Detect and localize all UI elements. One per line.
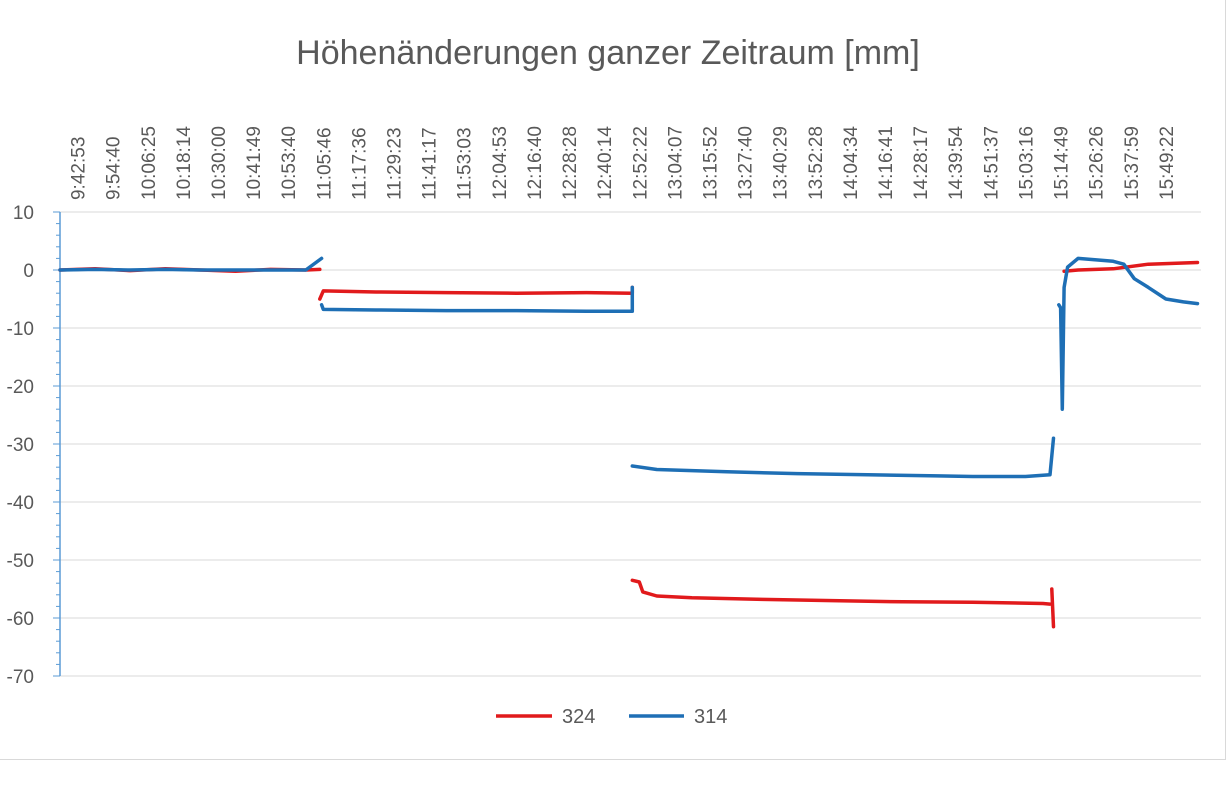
- x-tick-label: 11:05:46: [314, 127, 335, 200]
- series-line-314: [319, 285, 635, 313]
- x-tick-label: 9:42:53: [69, 137, 90, 200]
- y-tick-label: -50: [7, 551, 34, 572]
- x-tick-label: 11:29:23: [385, 127, 406, 200]
- series-line-324: [318, 285, 635, 301]
- y-tick-label: -20: [7, 377, 34, 398]
- chart-frame: [0, 0, 1226, 760]
- x-tick-label: 11:17:36: [349, 127, 370, 200]
- x-tick-label: 10:18:14: [174, 126, 195, 200]
- x-tick-label: 9:54:40: [104, 137, 125, 200]
- x-tick-label: 15:26:26: [1087, 126, 1108, 200]
- y-tick-label: -10: [7, 319, 34, 340]
- x-tick-label: 14:39:54: [946, 126, 967, 200]
- x-tick-label: 10:41:49: [244, 126, 265, 200]
- x-tick-label: 13:40:29: [771, 126, 792, 200]
- legend-label-314: 314: [694, 706, 727, 728]
- x-tick-label: 11:53:03: [455, 127, 476, 200]
- x-tick-label: 12:52:22: [630, 126, 651, 200]
- x-tick-label: 15:37:59: [1122, 126, 1143, 200]
- x-tick-label: 13:04:07: [665, 126, 686, 200]
- x-tick-label: 12:40:14: [595, 126, 616, 200]
- axes: [53, 211, 1201, 677]
- y-tick-label: -40: [7, 493, 34, 514]
- y-axis-tick-labels: 10 0 -10 -20 -30 -40 -50 -60 -70: [7, 203, 34, 688]
- x-tick-label: 14:04:34: [841, 126, 862, 200]
- x-tick-label: 12:16:40: [525, 126, 546, 200]
- x-tick-label: 13:52:28: [806, 126, 827, 200]
- x-tick-label: 12:28:28: [560, 126, 581, 200]
- series-line-314: [630, 436, 1056, 479]
- legend-label-324: 324: [562, 706, 595, 728]
- x-tick-label: 10:30:00: [209, 126, 230, 200]
- x-tick-label: 14:16:41: [876, 126, 897, 200]
- legend: 324 314: [496, 706, 727, 728]
- series-line-324: [630, 578, 1052, 606]
- grid: [60, 211, 1201, 619]
- series-line-324: [1062, 260, 1200, 273]
- y-tick-label: -70: [7, 667, 34, 688]
- x-tick-label: 15:49:22: [1157, 126, 1178, 200]
- x-tick-label: 11:41:17: [420, 127, 441, 200]
- x-tick-label: 10:53:40: [279, 126, 300, 200]
- x-tick-label: 15:14:49: [1052, 126, 1073, 200]
- series-line-324: [1050, 587, 1056, 629]
- y-tick-label: -60: [7, 609, 34, 630]
- y-tick-label: -30: [7, 435, 34, 456]
- x-tick-label: 14:28:17: [911, 126, 932, 200]
- x-tick-label: 12:04:53: [490, 126, 511, 200]
- series-line-314: [1057, 256, 1200, 411]
- x-tick-label: 13:15:52: [700, 126, 721, 200]
- x-axis-tick-labels: 9:42:53 9:54:40 10:06:25 10:18:14 10:30:00 10…: [69, 126, 1178, 200]
- x-tick-label: 14:51:37: [981, 126, 1002, 200]
- x-tick-label: 10:06:25: [139, 126, 160, 200]
- x-tick-label: 15:03:16: [1016, 126, 1037, 200]
- series-lines: [58, 256, 1200, 629]
- y-tick-label: 10: [13, 203, 34, 224]
- series-line-314: [58, 256, 324, 272]
- y-tick-label: 0: [23, 261, 34, 282]
- chart-title: Höhenänderungen ganzer Zeitraum [mm]: [296, 34, 920, 72]
- x-tick-label: 13:27:40: [736, 126, 757, 200]
